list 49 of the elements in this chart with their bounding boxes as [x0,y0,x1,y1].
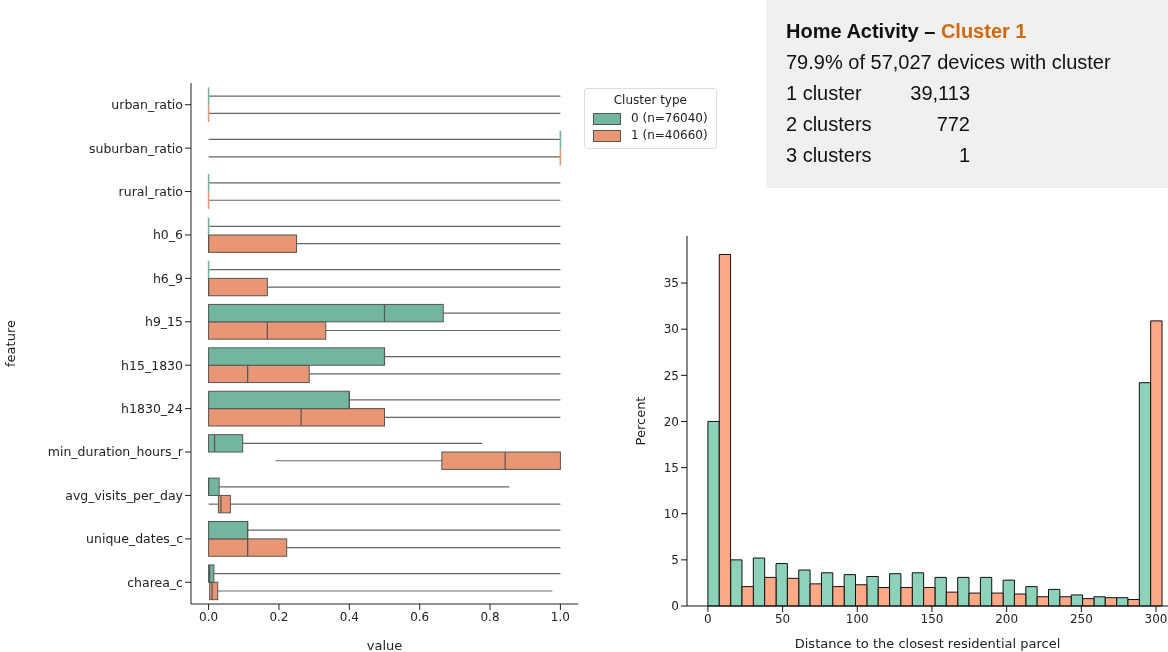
y-tick-label: avg_visits_per_day [65,487,184,503]
legend-title: Cluster type [612,93,688,107]
x-tick-label: 300 [1144,611,1168,626]
text: 772 [935,112,970,137]
text: 2 clusters [786,112,873,137]
legend-label: 0 (n=76040) [631,110,708,127]
y-tick-label: h0_6 [152,227,184,243]
text: Cluster 1 [940,20,1027,42]
text: 39,113 [909,81,970,106]
text: 1 [957,143,970,168]
x-tick-label: 0.4 [339,609,359,624]
y-tick-label: unique_dates_c [86,531,184,547]
y-tick-label: h9_15 [144,314,183,330]
x-axis-title: Distance to the closest residential parcel [794,636,1061,651]
y-tick-label: 20 [663,414,679,429]
x-tick-label: 150 [920,611,944,626]
x-tick-label: 100 [845,611,869,626]
x-tick-label: 0.8 [480,609,500,624]
y-tick-label: min_duration_hours_r [47,444,184,460]
y-tick-label: h6_9 [152,270,184,286]
text: 3 clusters [786,143,873,168]
x-tick-label: 0.2 [269,609,289,624]
x-tick-label: 50 [774,611,791,626]
y-tick-label: urban_ratio [111,97,183,113]
y-tick-label: suburban_ratio [88,140,183,156]
x-tick-label: 0.0 [199,609,219,624]
y-tick-label: 30 [663,322,679,337]
y-tick-label: h15_1830 [121,357,184,373]
y-tick-label: 35 [663,276,679,291]
text: Home Activity – [786,20,936,42]
y-tick-label: 5 [671,553,679,568]
legend-label: 1 (n=40660) [631,127,708,144]
text: 1 cluster [786,81,863,106]
x-tick-label: 0.6 [410,609,430,624]
x-tick-label: 1.0 [550,609,570,624]
text: 79.9% of 57,027 devices with cluster [786,50,1112,75]
y-tick-label: 25 [663,368,679,383]
y-tick-label: 10 [663,506,679,521]
y-tick-label: 15 [663,460,679,475]
y-tick-label: charea_c [127,574,184,590]
x-tick-label: 250 [1069,611,1093,626]
y-tick-label: h1830_24 [121,401,184,417]
x-tick-label: 200 [995,611,1019,626]
y-tick-label: 0 [671,599,679,614]
x-tick-label: 0 [704,611,712,626]
y-tick-label: rural_ratio [118,183,183,199]
x-axis-title: value [366,638,403,652]
y-axis-title: feature [2,320,18,367]
y-axis-title: Percent [632,396,648,446]
